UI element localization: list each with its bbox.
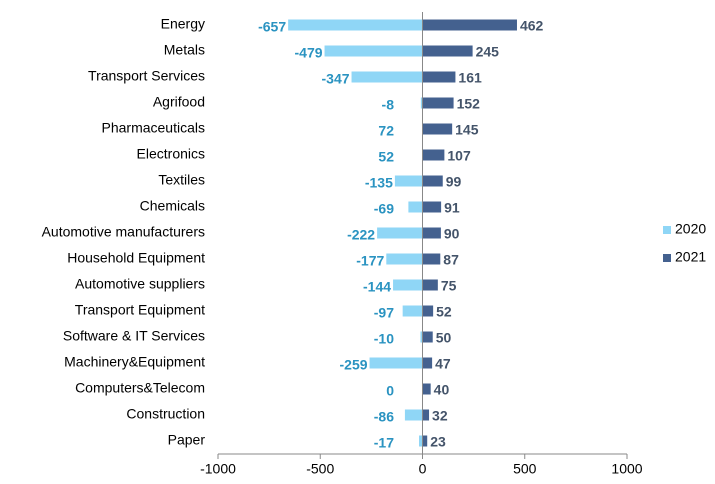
value-label: 40 [434, 382, 450, 398]
bar [422, 305, 434, 317]
value-label: -86 [374, 409, 394, 425]
x-tick-label: 500 [513, 461, 537, 477]
bar [408, 201, 423, 213]
bar [422, 227, 441, 239]
value-label: 0 [386, 383, 394, 399]
bar [377, 227, 423, 239]
x-tick-label: -500 [306, 461, 334, 477]
value-label: 87 [443, 252, 459, 268]
bar [351, 71, 423, 83]
x-tick-label: 1000 [611, 461, 642, 477]
x-tick-label: -1000 [200, 461, 236, 477]
bar [324, 45, 423, 57]
x-tick-label: 0 [419, 461, 427, 477]
y-tick-label: Pharmaceuticals [102, 120, 206, 136]
y-tick-label: Transport Services [88, 68, 205, 84]
bar [422, 331, 433, 343]
value-label: 52 [378, 149, 394, 165]
y-tick-label: Household Equipment [67, 250, 205, 266]
y-tick-label: Metals [164, 42, 205, 58]
y-tick-label: Construction [126, 406, 205, 422]
value-label: -69 [374, 201, 394, 217]
value-label: 75 [441, 278, 457, 294]
value-label: 90 [444, 226, 460, 242]
value-label: 152 [457, 96, 481, 112]
legend-label: 2021 [675, 249, 706, 265]
value-label: -8 [382, 97, 395, 113]
legend-swatch [663, 226, 671, 234]
value-label: -657 [258, 19, 286, 35]
bar [420, 97, 423, 109]
value-label: -17 [374, 435, 394, 451]
bar [422, 19, 517, 31]
value-label: -347 [322, 71, 350, 87]
y-tick-label: Machinery&Equipment [64, 354, 205, 370]
bar [402, 305, 423, 317]
value-label: 32 [432, 408, 448, 424]
value-label: 91 [444, 200, 460, 216]
value-label: 72 [378, 123, 394, 139]
bar [422, 279, 438, 291]
value-label: 52 [436, 304, 452, 320]
bar [422, 383, 431, 395]
y-tick-label: Paper [168, 432, 206, 448]
bar [422, 409, 430, 421]
value-label: 47 [435, 356, 451, 372]
value-label: 145 [455, 122, 479, 138]
bar [288, 19, 423, 31]
bar [386, 253, 423, 265]
bar [394, 175, 423, 187]
bar [419, 435, 423, 447]
y-tick-label: Electronics [137, 146, 205, 162]
bar [422, 149, 445, 161]
value-label: -222 [347, 227, 375, 243]
value-label: -10 [374, 331, 394, 347]
legend-label: 2020 [675, 221, 706, 237]
value-label: -135 [365, 175, 393, 191]
value-label: -97 [374, 305, 394, 321]
bar [422, 201, 442, 213]
value-label: -177 [356, 253, 384, 269]
value-label: 245 [476, 44, 500, 60]
y-tick-label: Energy [161, 16, 205, 32]
y-tick-label: Software & IT Services [63, 328, 205, 344]
bar [422, 97, 454, 109]
y-tick-label: Automotive manufacturers [42, 224, 205, 240]
bar [422, 357, 433, 369]
value-label: 23 [430, 434, 446, 450]
bar [404, 409, 423, 421]
y-tick-label: Automotive suppliers [75, 276, 205, 292]
y-tick-label: Agrifood [153, 94, 205, 110]
y-tick-label: Computers&Telecom [75, 380, 205, 396]
bar [422, 71, 456, 83]
value-label: -144 [363, 279, 391, 295]
bar [393, 279, 423, 291]
value-label: -479 [295, 45, 323, 61]
value-label: 107 [447, 148, 471, 164]
bar [422, 253, 441, 265]
legend-swatch [663, 254, 671, 262]
bar [420, 331, 423, 343]
value-label: -259 [340, 357, 368, 373]
bar [422, 175, 443, 187]
value-label: 99 [446, 174, 462, 190]
bar [369, 357, 423, 369]
y-tick-label: Transport Equipment [75, 302, 205, 318]
bar [422, 45, 473, 57]
y-tick-label: Chemicals [140, 198, 205, 214]
bar [422, 435, 428, 447]
y-tick-label: Textiles [158, 172, 205, 188]
value-label: 161 [458, 70, 482, 86]
value-label: 50 [436, 330, 452, 346]
value-label: 462 [520, 18, 544, 34]
bar [422, 123, 453, 135]
